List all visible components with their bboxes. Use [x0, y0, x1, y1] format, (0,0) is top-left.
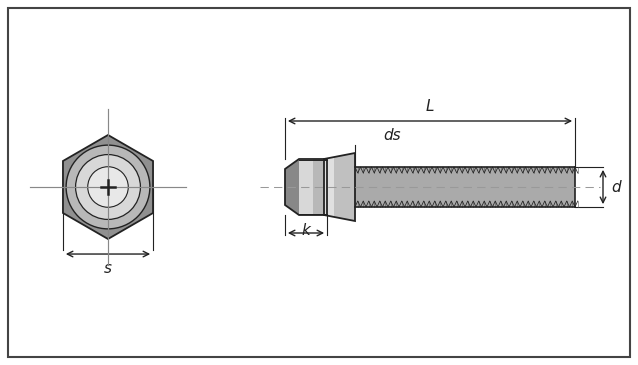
Text: k: k [302, 223, 311, 238]
Polygon shape [324, 153, 355, 221]
Bar [355, 167, 575, 207]
FancyBboxPatch shape [8, 8, 630, 357]
Polygon shape [313, 159, 327, 215]
Circle shape [88, 167, 128, 207]
Text: s: s [104, 261, 112, 276]
Text: L: L [426, 99, 434, 114]
Polygon shape [285, 159, 299, 215]
Text: d: d [611, 180, 621, 195]
Circle shape [75, 154, 140, 219]
Polygon shape [299, 159, 313, 215]
Text: ds: ds [383, 128, 401, 143]
Polygon shape [63, 135, 153, 239]
Polygon shape [324, 157, 334, 217]
Circle shape [66, 145, 150, 229]
